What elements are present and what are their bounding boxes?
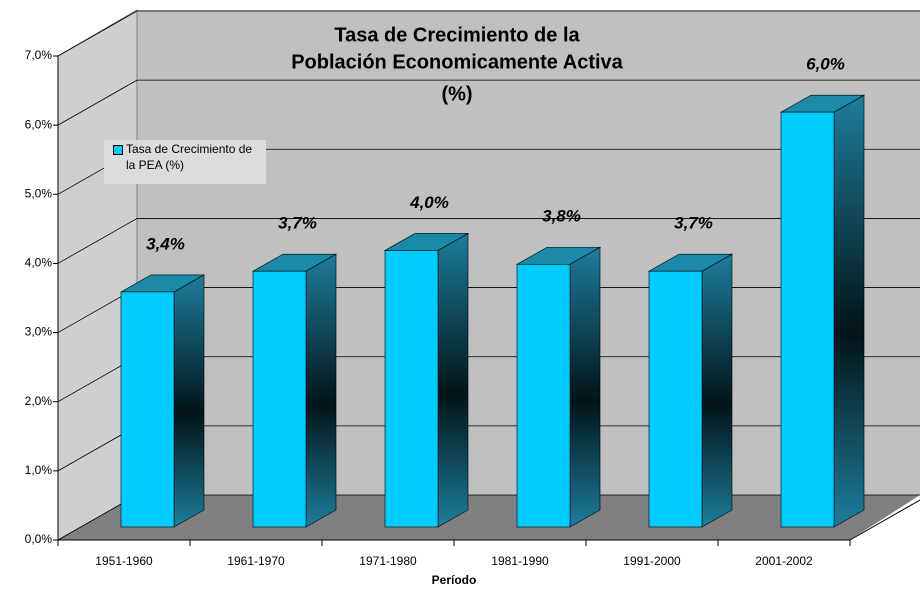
x-tick-label: 2001-2002 (755, 554, 813, 568)
data-label: 3,7% (278, 214, 317, 233)
y-tick-label: 4,0% (25, 256, 53, 270)
y-tick-label: 0,0% (25, 532, 53, 546)
grid-line-side (57, 218, 138, 264)
x-tick-label: 1951-1960 (95, 554, 153, 568)
x-tick-label: 1961-1970 (227, 554, 285, 568)
bar-side (305, 253, 337, 528)
data-label: 3,4% (146, 234, 185, 253)
x-tick-label: 1991-2000 (623, 554, 681, 568)
legend-label: Tasa de Crecimiento de la PEA (%) (126, 142, 253, 172)
bar-side (701, 253, 733, 528)
legend-swatch (113, 145, 123, 155)
data-label: 6,0% (806, 55, 845, 74)
bar-side (437, 232, 469, 528)
x-axis-title: Período (432, 573, 477, 587)
floor-edge (849, 499, 920, 541)
chart-title: (%) (441, 83, 472, 105)
x-tick-label: 1981-1990 (491, 554, 549, 568)
y-tick-label: 3,0% (25, 325, 53, 339)
bar (648, 270, 703, 528)
bar (120, 291, 175, 528)
y-tick-label: 1,0% (25, 463, 53, 477)
bar (384, 250, 439, 528)
bar (516, 263, 571, 528)
data-label: 3,8% (542, 207, 581, 226)
y-tick-label: 7,0% (25, 48, 53, 62)
bar-side (833, 94, 865, 528)
data-label: 4,0% (409, 193, 449, 212)
y-tick-label: 5,0% (25, 186, 53, 200)
bar (252, 270, 307, 528)
bar-side (173, 274, 205, 528)
y-tick-label: 2,0% (25, 394, 53, 408)
grid-line-side (57, 10, 138, 57)
chart-title: Población Economicamente Activa (291, 51, 623, 73)
y-tick-label: 6,0% (25, 117, 53, 131)
chart-title: Tasa de Crecimiento de la (334, 24, 580, 46)
data-label: 3,7% (674, 214, 713, 233)
legend: Tasa de Crecimiento de la PEA (%) (104, 140, 266, 184)
grid-line-side (57, 79, 138, 126)
bar-side (569, 246, 601, 528)
bar (780, 111, 835, 528)
x-tick-label: 1971-1980 (359, 554, 417, 568)
